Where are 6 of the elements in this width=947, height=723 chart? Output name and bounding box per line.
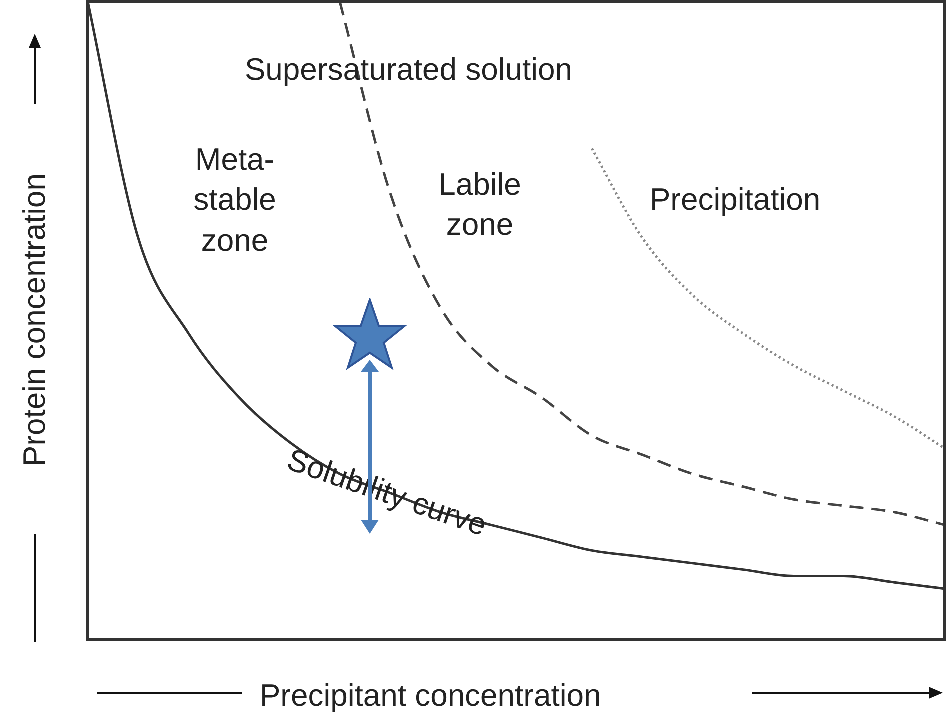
y-axis-title: Protein concentration <box>17 174 53 466</box>
annotation: Labile zone <box>438 166 522 244</box>
annotation: Precipitation <box>650 181 822 219</box>
annotation: Supersaturated solution <box>245 51 574 89</box>
annotation: Meta-stable zone <box>192 141 278 260</box>
x-axis-title: Precipitant concentration <box>260 678 602 714</box>
